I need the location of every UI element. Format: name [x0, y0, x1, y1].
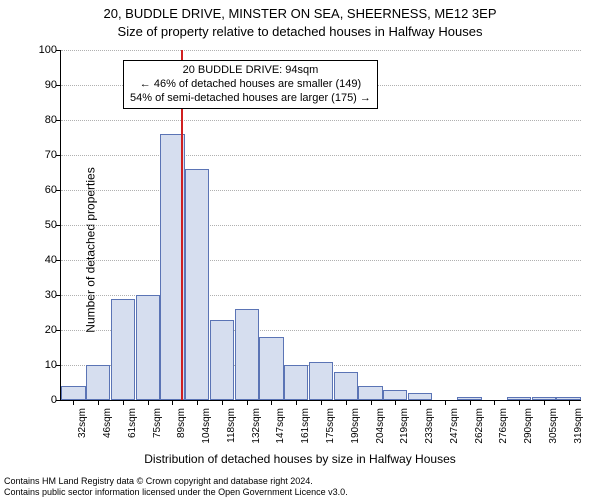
ytick-label: 50: [21, 219, 57, 231]
histogram-bar: [358, 386, 382, 400]
xtick-mark: [271, 400, 272, 405]
ytick-label: 0: [21, 394, 57, 406]
xtick-label: 290sqm: [523, 408, 534, 458]
histogram-bar: [284, 365, 308, 400]
gridline: [61, 155, 581, 156]
xtick-mark: [73, 400, 74, 405]
xtick-label: 104sqm: [201, 408, 212, 458]
x-axis-label: Distribution of detached houses by size …: [0, 452, 600, 466]
histogram-bar: [334, 372, 358, 400]
xtick-mark: [296, 400, 297, 405]
xtick-mark: [321, 400, 322, 405]
xtick-label: 219sqm: [399, 408, 410, 458]
title-line2: Size of property relative to detached ho…: [0, 24, 600, 39]
ytick-label: 90: [21, 79, 57, 91]
xtick-label: 75sqm: [152, 408, 163, 458]
xtick-label: 61sqm: [127, 408, 138, 458]
footer-line2: Contains public sector information licen…: [4, 487, 596, 498]
xtick-label: 46sqm: [102, 408, 113, 458]
xtick-mark: [123, 400, 124, 405]
histogram-bar: [235, 309, 259, 400]
xtick-mark: [222, 400, 223, 405]
xtick-mark: [172, 400, 173, 405]
xtick-label: 32sqm: [77, 408, 88, 458]
histogram-bar: [259, 337, 283, 400]
histogram-bar: [61, 386, 85, 400]
chart-container: 20, BUDDLE DRIVE, MINSTER ON SEA, SHEERN…: [0, 0, 600, 500]
histogram-bar: [111, 299, 135, 401]
xtick-mark: [197, 400, 198, 405]
xtick-label: 262sqm: [474, 408, 485, 458]
xtick-label: 89sqm: [176, 408, 187, 458]
histogram-bar: [309, 362, 333, 401]
histogram-bar: [185, 169, 209, 400]
gridline: [61, 225, 581, 226]
xtick-mark: [247, 400, 248, 405]
xtick-label: 147sqm: [275, 408, 286, 458]
footer-text: Contains HM Land Registry data © Crown c…: [4, 476, 596, 498]
xtick-mark: [494, 400, 495, 405]
ytick-label: 20: [21, 324, 57, 336]
xtick-label: 276sqm: [498, 408, 509, 458]
xtick-mark: [148, 400, 149, 405]
annotation-title: 20 BUDDLE DRIVE: 94sqm: [130, 64, 371, 78]
gridline: [61, 260, 581, 261]
gridline: [61, 120, 581, 121]
xtick-label: 319sqm: [573, 408, 584, 458]
ytick-label: 80: [21, 114, 57, 126]
xtick-label: 247sqm: [449, 408, 460, 458]
xtick-mark: [519, 400, 520, 405]
histogram-bar: [136, 295, 160, 400]
xtick-label: 190sqm: [350, 408, 361, 458]
gridline: [61, 50, 581, 51]
xtick-mark: [569, 400, 570, 405]
xtick-mark: [470, 400, 471, 405]
plot-area: 010203040506070809010032sqm46sqm61sqm75s…: [60, 50, 581, 401]
xtick-label: 204sqm: [375, 408, 386, 458]
histogram-bar: [86, 365, 110, 400]
histogram-bar: [210, 320, 234, 401]
ytick-label: 10: [21, 359, 57, 371]
title-line1: 20, BUDDLE DRIVE, MINSTER ON SEA, SHEERN…: [0, 6, 600, 21]
gridline: [61, 190, 581, 191]
histogram-bar: [383, 390, 407, 401]
xtick-label: 161sqm: [300, 408, 311, 458]
annotation-right: 54% of semi-detached houses are larger (…: [130, 92, 371, 106]
xtick-mark: [544, 400, 545, 405]
ytick-label: 30: [21, 289, 57, 301]
ytick-label: 60: [21, 184, 57, 196]
annotation-left: ← 46% of detached houses are smaller (14…: [130, 78, 371, 92]
xtick-label: 118sqm: [226, 408, 237, 458]
ytick-label: 40: [21, 254, 57, 266]
xtick-label: 233sqm: [424, 408, 435, 458]
xtick-label: 305sqm: [548, 408, 559, 458]
xtick-mark: [346, 400, 347, 405]
xtick-mark: [98, 400, 99, 405]
xtick-mark: [420, 400, 421, 405]
xtick-mark: [445, 400, 446, 405]
annotation-box: 20 BUDDLE DRIVE: 94sqm← 46% of detached …: [123, 60, 378, 109]
ytick-label: 70: [21, 149, 57, 161]
histogram-bar: [408, 393, 432, 400]
xtick-mark: [371, 400, 372, 405]
ytick-label: 100: [21, 44, 57, 56]
xtick-label: 175sqm: [325, 408, 336, 458]
xtick-label: 132sqm: [251, 408, 262, 458]
footer-line1: Contains HM Land Registry data © Crown c…: [4, 476, 596, 487]
xtick-mark: [395, 400, 396, 405]
